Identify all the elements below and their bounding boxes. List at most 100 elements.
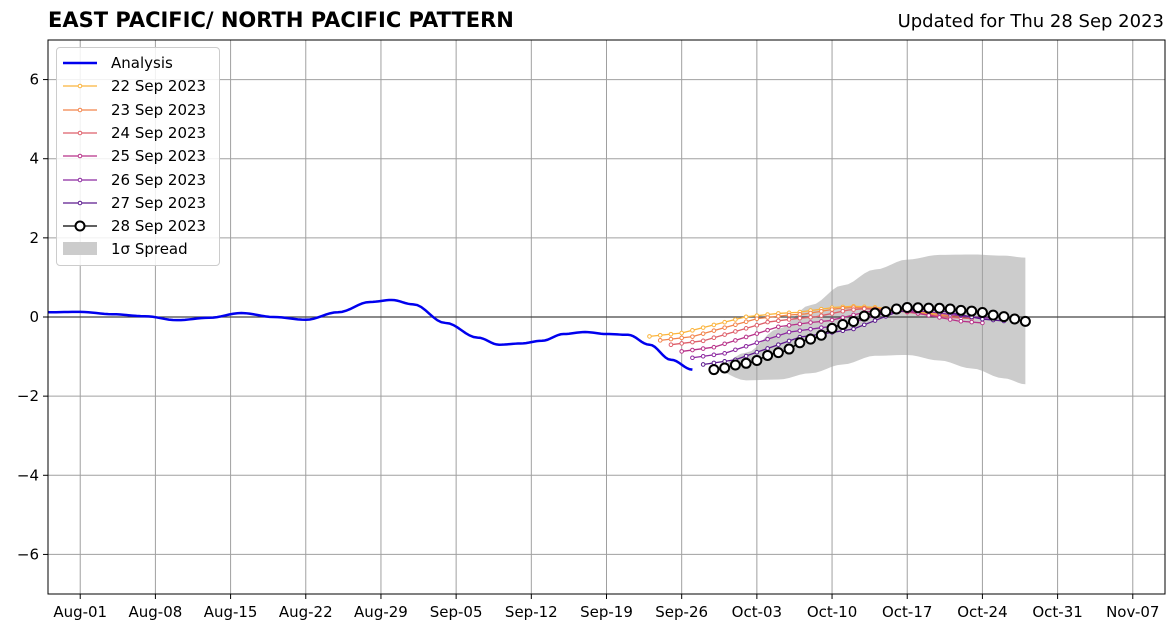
point-25-sep-2023 [937,315,942,320]
spread-band [713,254,1026,385]
point-22-sep-2023 [722,319,727,325]
legend-swatch [63,61,97,65]
point-25-sep-2023 [980,320,985,326]
legend-marker [77,200,83,206]
point-28-sep-2023 [923,302,935,314]
legend-label: 22 Sep 2023 [111,77,207,96]
point-27-sep-2023 [861,322,867,328]
legend-label: Analysis [111,54,173,72]
point-26-sep-2023 [808,326,813,332]
legend-swatch [63,107,97,112]
point-28-sep-2023 [1019,315,1031,327]
series-analysis [47,298,693,371]
point-25-sep-2023 [797,321,803,327]
point-24-sep-2023 [829,311,835,316]
legend-label: 28 Sep 2023 [111,217,207,236]
point-22-sep-2023 [647,334,652,339]
point-25-sep-2023 [786,323,792,328]
point-25-sep-2023 [690,347,695,353]
point-23-sep-2023 [733,322,738,327]
point-28-sep-2023 [826,322,838,334]
x-tick-label: Nov-07 [1106,603,1159,621]
point-25-sep-2023 [808,320,813,325]
point-28-sep-2023 [751,354,763,366]
legend-label: 23 Sep 2023 [111,100,207,119]
point-25-sep-2023 [722,341,727,347]
y-tick-label: −2 [17,387,39,405]
point-25-sep-2023 [776,324,781,330]
x-tick-label: Oct-24 [957,603,1007,621]
point-28-sep-2023 [901,302,913,314]
point-23-sep-2023 [765,315,770,320]
point-23-sep-2023 [700,331,706,336]
legend-swatch [63,130,97,136]
point-23-sep-2023 [808,310,813,316]
point-26-sep-2023 [700,353,706,359]
point-26-sep-2023 [722,351,727,356]
point-22-sep-2023 [700,325,706,330]
legend-marker [77,153,83,159]
legend-patch [63,242,97,256]
legend-swatch [63,83,97,89]
point-22-sep-2023 [743,314,749,320]
point-27-sep-2023 [851,326,856,332]
point-23-sep-2023 [711,328,717,333]
point-23-sep-2023 [797,311,803,317]
point-28-sep-2023 [1009,313,1021,325]
point-23-sep-2023 [776,313,781,319]
y-tick-label: 6 [29,71,39,89]
x-tick-label: Oct-03 [732,603,782,621]
x-tick-label: Sep-05 [430,603,483,621]
point-23-sep-2023 [679,335,684,341]
legend-label: 1σ Spread [111,240,188,259]
point-26-sep-2023 [819,325,824,330]
point-23-sep-2023 [819,308,824,314]
point-25-sep-2023 [926,313,932,318]
ticks-layer: Aug-01 Aug-08 Aug-15 Aug-22 Aug-29 Sep-05 Sep-… [17,71,1160,621]
point-28-sep-2023 [719,362,731,374]
point-24-sep-2023 [797,315,803,321]
legend-marker [77,130,83,136]
point-25-sep-2023 [711,344,717,350]
point-28-sep-2023 [772,347,784,359]
legend-item: 25 Sep 2023 [63,145,219,167]
point-27-sep-2023 [754,349,760,355]
point-25-sep-2023 [840,315,846,320]
point-23-sep-2023 [754,316,760,322]
point-22-sep-2023 [668,331,674,337]
point-23-sep-2023 [690,334,695,339]
point-25-sep-2023 [765,327,770,333]
legend-swatch [63,200,97,206]
point-28-sep-2023 [890,303,902,315]
point-23-sep-2023 [657,338,663,343]
point-23-sep-2023 [743,319,749,325]
point-27-sep-2023 [700,362,706,367]
series-layer [47,298,1031,376]
legend-label: 26 Sep 2023 [111,170,207,189]
chart-title: EAST PACIFIC/ NORTH PACIFIC PATTERN [48,8,514,32]
point-28-sep-2023 [740,357,752,369]
point-27-sep-2023 [743,353,749,359]
point-26-sep-2023 [797,328,803,333]
point-24-sep-2023 [861,306,867,311]
point-25-sep-2023 [969,319,974,325]
legend-marker [77,83,83,89]
legend-item: Analysis [63,52,219,74]
legend-label: 27 Sep 2023 [111,193,207,212]
point-22-sep-2023 [711,322,717,328]
point-22-sep-2023 [679,330,684,336]
y-tick-label: 4 [29,150,39,168]
point-23-sep-2023 [668,336,674,342]
y-tick-label: 2 [29,229,39,247]
point-24-sep-2023 [679,341,684,346]
x-tick-label: Oct-31 [1032,603,1082,621]
point-22-sep-2023 [690,328,695,333]
y-tick-label: 0 [29,308,39,326]
legend-item: 22 Sep 2023 [63,75,219,97]
legend-item: 27 Sep 2023 [63,192,219,214]
point-27-sep-2023 [786,338,792,344]
x-tick-label: Sep-19 [580,603,633,621]
legend-item: 24 Sep 2023 [63,122,219,144]
legend-item: 1σ Spread [63,238,219,260]
